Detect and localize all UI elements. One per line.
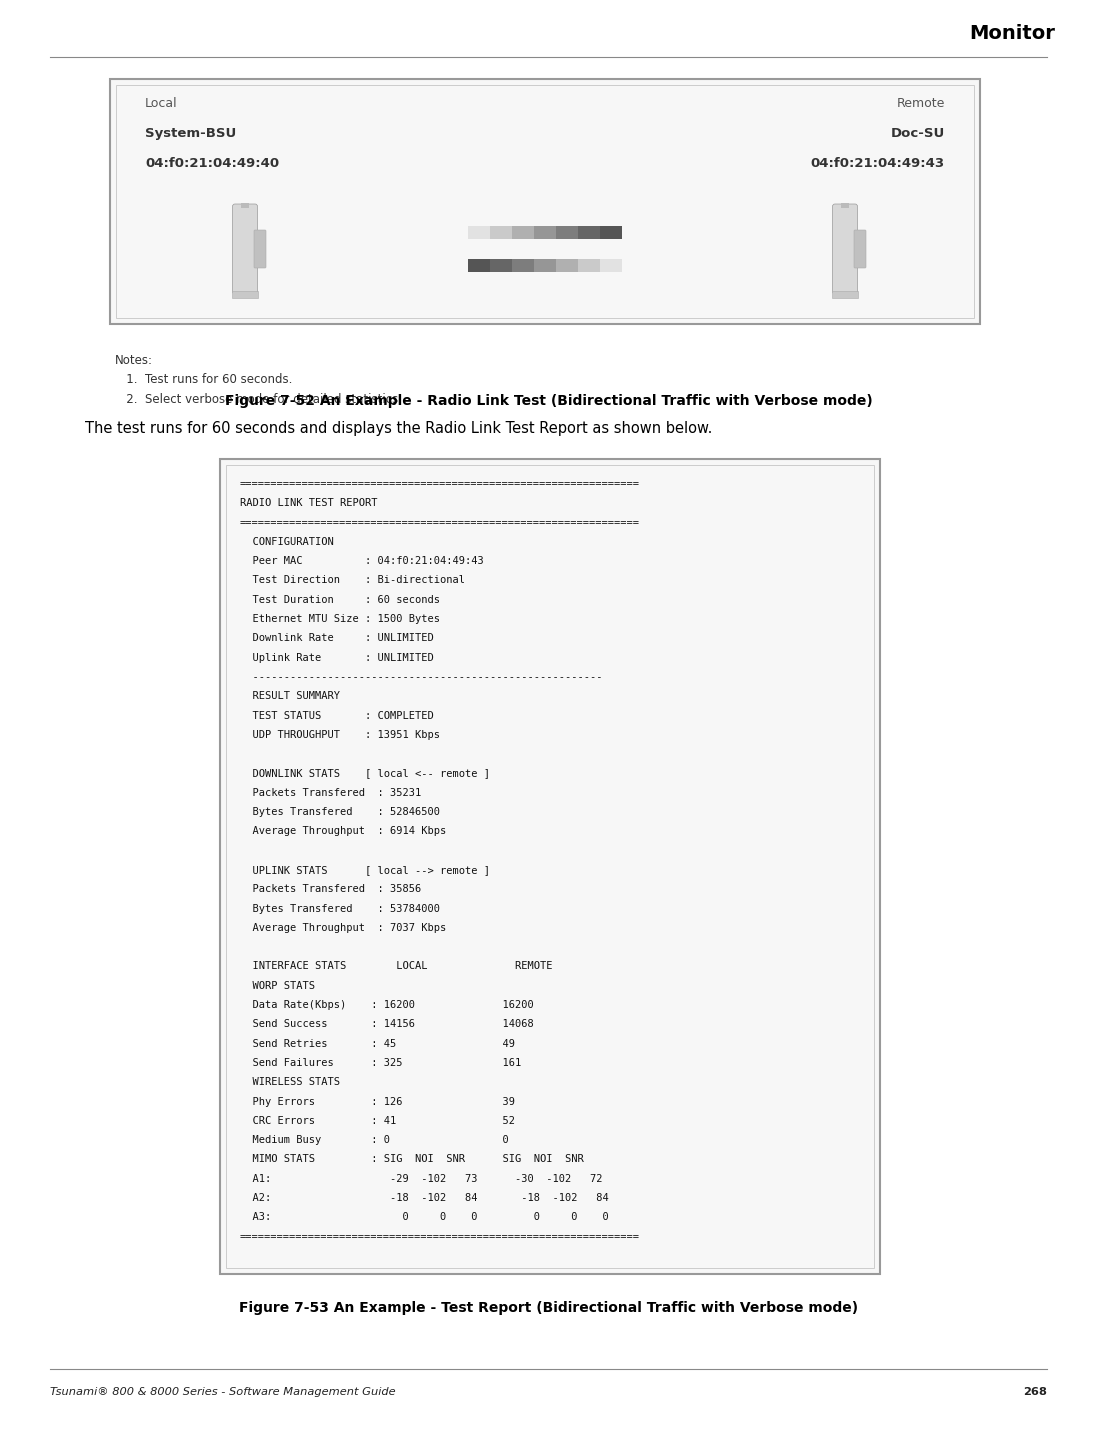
Text: CONFIGURATION: CONFIGURATION [240, 537, 333, 547]
Bar [490, 259, 512, 272]
Text: Downlink Rate     : UNLIMITED: Downlink Rate : UNLIMITED [240, 633, 433, 643]
Bar [600, 259, 622, 272]
FancyBboxPatch shape [853, 230, 866, 269]
Bar [231, 292, 258, 299]
Text: 2.  Select verbose mode for detailed statistics.: 2. Select verbose mode for detailed stat… [115, 393, 402, 406]
Bar [512, 226, 534, 239]
Text: Doc-SU: Doc-SU [891, 127, 945, 140]
Text: 04:f0:21:04:49:40: 04:f0:21:04:49:40 [145, 157, 279, 170]
Bar [534, 259, 556, 272]
Text: 1.  Test runs for 60 seconds.: 1. Test runs for 60 seconds. [115, 373, 293, 386]
FancyBboxPatch shape [110, 79, 980, 324]
Text: UPLINK STATS      [ local --> remote ]: UPLINK STATS [ local --> remote ] [240, 865, 490, 875]
Text: A3:                     0     0    0         0     0    0: A3: 0 0 0 0 0 0 [240, 1212, 609, 1222]
Text: Ethernet MTU Size : 1500 Bytes: Ethernet MTU Size : 1500 Bytes [240, 614, 440, 624]
Text: A2:                   -18  -102   84       -18  -102   84: A2: -18 -102 84 -18 -102 84 [240, 1193, 609, 1203]
Text: System-BSU: System-BSU [145, 127, 236, 140]
Text: Medium Busy        : 0                  0: Medium Busy : 0 0 [240, 1135, 509, 1145]
Text: DOWNLINK STATS    [ local <-- remote ]: DOWNLINK STATS [ local <-- remote ] [240, 769, 490, 779]
Bar [241, 203, 249, 209]
Text: The test runs for 60 seconds and displays the Radio Link Test Report as shown be: The test runs for 60 seconds and display… [84, 422, 712, 436]
Text: Phy Errors         : 126                39: Phy Errors : 126 39 [240, 1096, 514, 1106]
Text: Uplink Rate       : UNLIMITED: Uplink Rate : UNLIMITED [240, 653, 433, 663]
Text: Figure 7-52 An Example - Radio Link Test (Bidirectional Traffic with Verbose mod: Figure 7-52 An Example - Radio Link Test… [225, 394, 872, 409]
Text: Packets Transfered  : 35231: Packets Transfered : 35231 [240, 787, 421, 797]
FancyBboxPatch shape [220, 459, 880, 1275]
Text: Remote: Remote [896, 97, 945, 110]
Text: Packets Transfered  : 35856: Packets Transfered : 35856 [240, 885, 421, 895]
Text: CRC Errors         : 41                 52: CRC Errors : 41 52 [240, 1116, 514, 1126]
Bar [534, 226, 556, 239]
Text: RADIO LINK TEST REPORT: RADIO LINK TEST REPORT [240, 499, 377, 509]
Text: ================================================================: ========================================… [240, 517, 640, 527]
Bar [556, 226, 578, 239]
Bar [556, 259, 578, 272]
Text: Notes:: Notes: [115, 354, 152, 367]
Text: --------------------------------------------------------: ----------------------------------------… [240, 672, 602, 682]
Text: WORP STATS: WORP STATS [240, 980, 315, 990]
FancyBboxPatch shape [116, 84, 974, 319]
Text: A1:                   -29  -102   73      -30  -102   72: A1: -29 -102 73 -30 -102 72 [240, 1173, 602, 1183]
Text: Monitor: Monitor [969, 24, 1055, 43]
Bar [512, 259, 534, 272]
Text: Average Throughput  : 7037 Kbps: Average Throughput : 7037 Kbps [240, 923, 446, 933]
Text: Send Failures      : 325                161: Send Failures : 325 161 [240, 1057, 521, 1067]
Text: UDP THROUGHPUT    : 13951 Kbps: UDP THROUGHPUT : 13951 Kbps [240, 730, 440, 740]
Text: Test Direction    : Bi-directional: Test Direction : Bi-directional [240, 576, 465, 586]
Text: Tsunami® 800 & 8000 Series - Software Management Guide: Tsunami® 800 & 8000 Series - Software Ma… [50, 1388, 396, 1398]
Text: Send Retries       : 45                 49: Send Retries : 45 49 [240, 1039, 514, 1049]
Text: Figure 7-53 An Example - Test Report (Bidirectional Traffic with Verbose mode): Figure 7-53 An Example - Test Report (Bi… [239, 1300, 858, 1315]
Bar [600, 226, 622, 239]
Text: WIRELESS STATS: WIRELESS STATS [240, 1077, 340, 1087]
Text: Data Rate(Kbps)    : 16200              16200: Data Rate(Kbps) : 16200 16200 [240, 1000, 534, 1010]
Text: INTERFACE STATS        LOCAL              REMOTE: INTERFACE STATS LOCAL REMOTE [240, 962, 553, 972]
Text: Test Duration     : 60 seconds: Test Duration : 60 seconds [240, 594, 440, 604]
Text: Local: Local [145, 97, 178, 110]
Bar [468, 259, 490, 272]
Text: 04:f0:21:04:49:43: 04:f0:21:04:49:43 [811, 157, 945, 170]
Text: Send Success       : 14156              14068: Send Success : 14156 14068 [240, 1019, 534, 1029]
Bar [578, 226, 600, 239]
Text: MIMO STATS         : SIG  NOI  SNR      SIG  NOI  SNR: MIMO STATS : SIG NOI SNR SIG NOI SNR [240, 1155, 584, 1165]
FancyBboxPatch shape [255, 230, 265, 269]
Text: Peer MAC          : 04:f0:21:04:49:43: Peer MAC : 04:f0:21:04:49:43 [240, 556, 484, 566]
Bar [578, 259, 600, 272]
Bar [832, 292, 858, 299]
Text: ================================================================: ========================================… [240, 479, 640, 489]
FancyBboxPatch shape [833, 204, 858, 294]
Bar [490, 226, 512, 239]
Text: Bytes Transfered    : 53784000: Bytes Transfered : 53784000 [240, 903, 440, 913]
Text: Bytes Transfered    : 52846500: Bytes Transfered : 52846500 [240, 807, 440, 817]
Text: Average Throughput  : 6914 Kbps: Average Throughput : 6914 Kbps [240, 826, 446, 836]
Bar [841, 203, 849, 209]
Text: 268: 268 [1024, 1388, 1047, 1398]
Text: TEST STATUS       : COMPLETED: TEST STATUS : COMPLETED [240, 710, 433, 720]
Bar [468, 226, 490, 239]
FancyBboxPatch shape [226, 464, 874, 1268]
Text: RESULT SUMMARY: RESULT SUMMARY [240, 692, 340, 702]
Text: ================================================================: ========================================… [240, 1232, 640, 1242]
FancyBboxPatch shape [233, 204, 258, 294]
